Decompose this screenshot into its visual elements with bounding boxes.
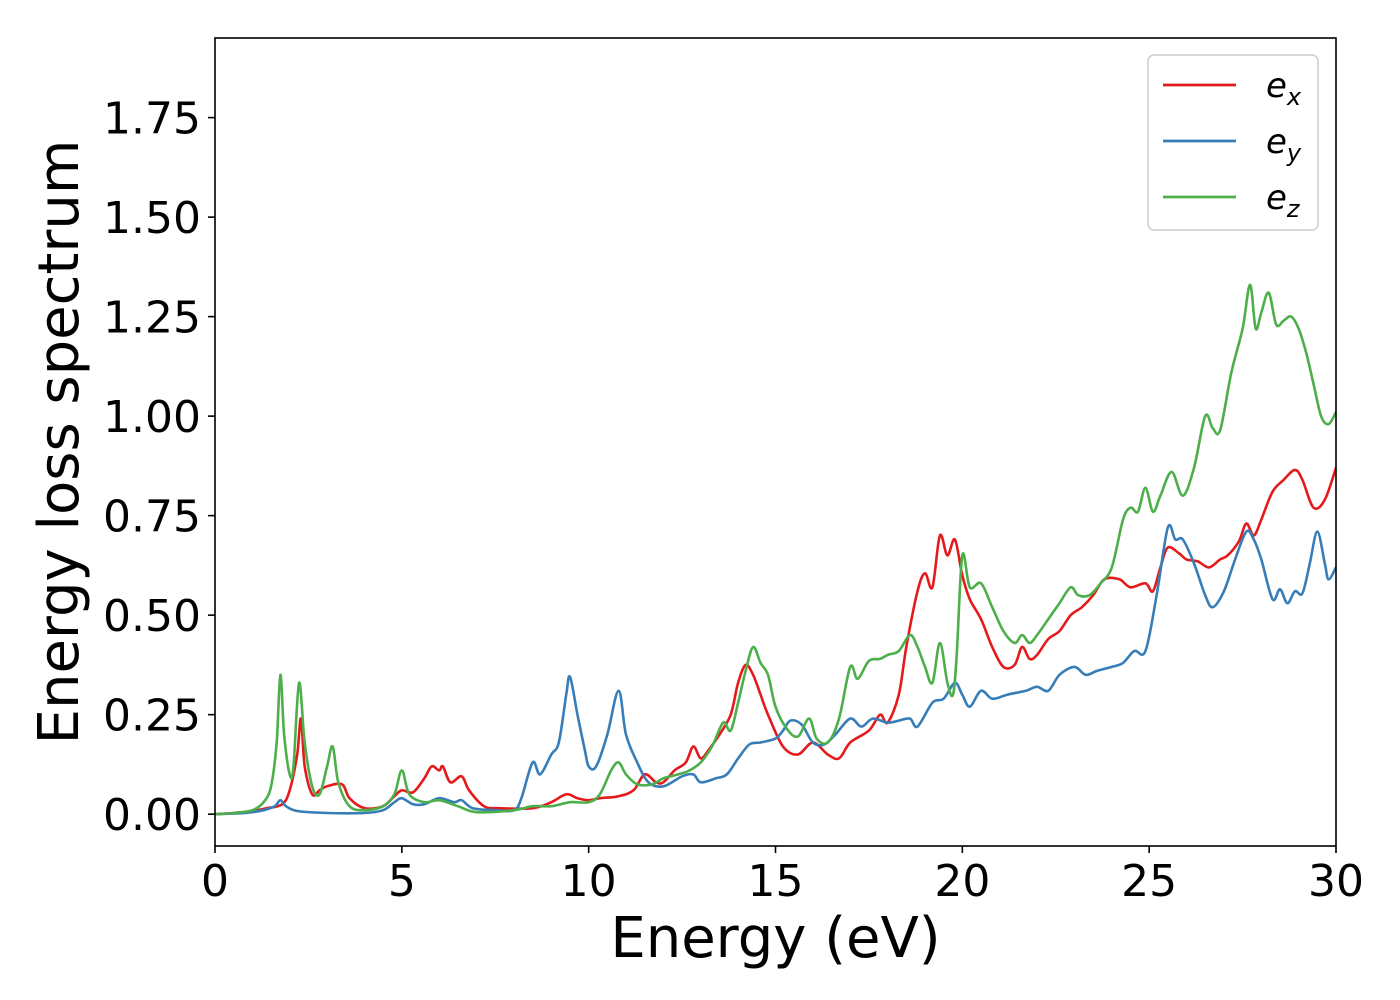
x-tick-label: 25 bbox=[1121, 856, 1177, 907]
legend-item-ez: ez bbox=[1163, 178, 1301, 223]
y-tick-label: 0.75 bbox=[103, 492, 201, 543]
x-tick-label: 20 bbox=[934, 856, 990, 907]
x-axis: 0 5 10 15 20 25 30 bbox=[201, 846, 1364, 907]
legend-item-ex: ex bbox=[1163, 66, 1302, 111]
y-tick-label: 1.00 bbox=[103, 392, 201, 443]
series-line-ez bbox=[215, 283, 1336, 816]
legend-label: ez bbox=[1266, 178, 1301, 223]
legend-label: ex bbox=[1266, 66, 1302, 111]
y-axis: 0.00 0.25 0.50 0.75 1.00 1.25 1.50 1.75 bbox=[103, 94, 215, 841]
y-tick-label: 1.25 bbox=[103, 293, 201, 344]
legend: ex ey ez bbox=[1147, 54, 1319, 231]
x-tick-label: 0 bbox=[201, 856, 229, 907]
y-axis-title: Energy loss spectrum bbox=[27, 140, 92, 745]
series-line-ey bbox=[215, 523, 1336, 816]
x-tick-label: 5 bbox=[388, 856, 416, 907]
series-layer bbox=[215, 283, 1336, 816]
y-tick-label: 0.50 bbox=[103, 591, 201, 642]
legend-box bbox=[1147, 54, 1319, 231]
legend-label: ey bbox=[1266, 122, 1302, 167]
y-tick-label: 0.25 bbox=[103, 691, 201, 742]
x-tick-label: 30 bbox=[1308, 856, 1364, 907]
y-tick-label: 1.75 bbox=[103, 94, 201, 145]
x-axis-title: Energy (eV) bbox=[610, 906, 940, 971]
legend-item-ey: ey bbox=[1163, 122, 1302, 167]
x-tick-label: 15 bbox=[748, 856, 804, 907]
y-tick-label: 0.00 bbox=[103, 790, 201, 841]
y-tick-label: 1.50 bbox=[103, 193, 201, 244]
x-tick-label: 10 bbox=[561, 856, 617, 907]
series-line-ex bbox=[215, 466, 1336, 816]
